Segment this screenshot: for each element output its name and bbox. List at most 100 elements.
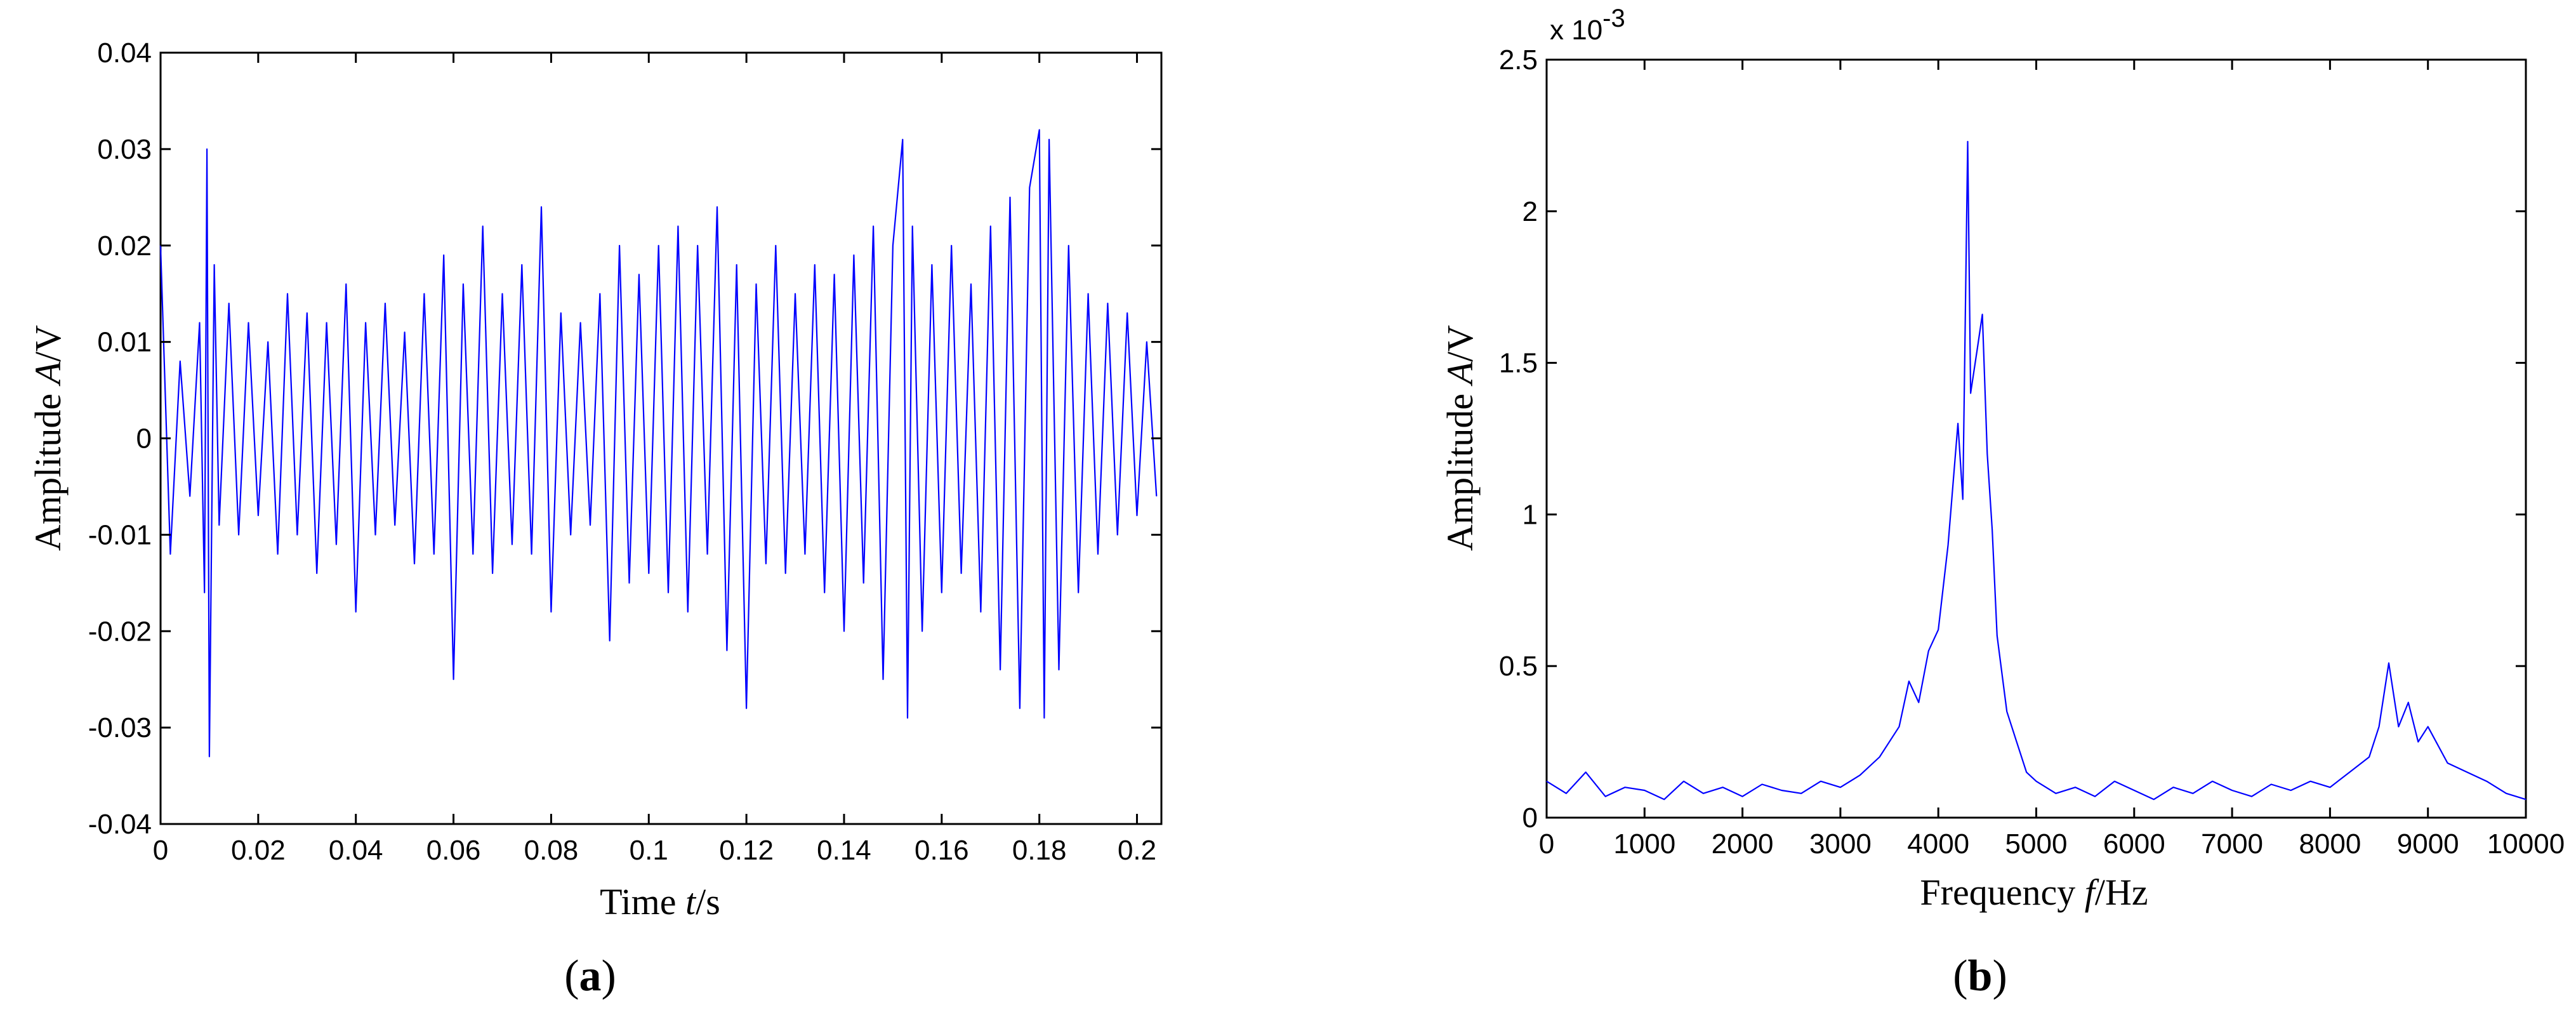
y-tick-label-b: 2 [1522, 196, 1538, 227]
data-point-a [580, 322, 581, 323]
data-point-b [1742, 796, 1743, 797]
y-tick-label-a: -0.04 [88, 809, 152, 840]
data-point-a [1068, 245, 1069, 246]
data-point-b [1967, 141, 1968, 142]
data-point-b [1663, 799, 1665, 800]
data-point-a [834, 274, 835, 275]
panel-label-b: (b) [1953, 952, 2007, 1000]
data-point-b [1800, 793, 1802, 794]
x-tick-label-b: 4000 [1907, 828, 1969, 860]
data-point-b [1962, 499, 1964, 500]
data-point-a [199, 322, 201, 323]
y-tick-label-a: 0.02 [97, 230, 152, 262]
data-point-b [1977, 347, 1978, 349]
data-point-b [1982, 314, 1983, 315]
data-point-b [2016, 741, 2018, 743]
data-point-b [2398, 726, 2399, 728]
y-tick-label-a: -0.02 [88, 616, 152, 647]
data-point-b [1585, 771, 1587, 773]
data-point-a [619, 245, 620, 246]
data-point-a [218, 524, 220, 526]
y-tick-label-b: 0 [1522, 802, 1538, 834]
y-tick-label-a: 0.03 [97, 134, 152, 165]
data-point-a [492, 573, 493, 574]
data-point-b [2427, 726, 2429, 728]
y-tick-label-a: -0.03 [88, 712, 152, 743]
data-point-b [1781, 790, 1782, 791]
data-point-b [1859, 774, 1861, 776]
data-point-a [1048, 139, 1050, 140]
data-point-a [414, 563, 415, 564]
data-point-a [560, 312, 562, 314]
data-point-b [2026, 771, 2027, 773]
data-point-a [501, 293, 503, 295]
data-point-a [907, 717, 908, 719]
data-point-b [1986, 453, 1988, 455]
xlabel-a: Time t/s [600, 881, 720, 922]
data-point-b [2153, 799, 2155, 800]
data-point-b [2231, 790, 2233, 791]
data-point-a [990, 225, 991, 227]
x-tick-label-a: 0.12 [719, 835, 774, 866]
panel-label-a: (a) [564, 952, 616, 1000]
data-point-a [287, 293, 288, 295]
data-point-a [248, 322, 249, 323]
x-tick-label-b: 3000 [1809, 828, 1872, 860]
x-tick-label-a: 0.16 [915, 835, 969, 866]
y-tick-label-b: 1 [1522, 499, 1538, 530]
data-point-b [1644, 790, 1645, 791]
y-tick-label-a: 0 [136, 423, 152, 455]
data-point-a [423, 293, 425, 295]
x-tick-label-b: 6000 [2103, 828, 2165, 860]
x-tick-label-b: 5000 [2005, 828, 2068, 860]
data-point-a [355, 611, 357, 613]
data-point-a [658, 245, 659, 246]
x-tick-label-a: 0 [153, 835, 168, 866]
x-tick-label-a: 0.08 [524, 835, 579, 866]
data-point-b [2290, 790, 2292, 791]
data-point-a [404, 331, 406, 333]
data-point-a [785, 573, 786, 574]
data-point-a [1126, 312, 1128, 314]
data-point-b [2447, 762, 2448, 764]
data-point-b [1938, 629, 1939, 630]
data-point-b [1908, 681, 1910, 682]
y-tick-label-b: 1.5 [1499, 348, 1538, 379]
x-tick-label-b: 10000 [2487, 828, 2565, 860]
data-point-a [550, 611, 552, 613]
data-point-a [921, 630, 923, 632]
data-point-b [2094, 796, 2096, 797]
data-point-a [892, 245, 894, 246]
y-tick-label-a: 0.01 [97, 327, 152, 358]
data-point-a [668, 592, 669, 593]
data-point-b [1605, 796, 1606, 797]
ylabel-b: Amplitude A/V [1439, 325, 1481, 551]
ticks-a: 0 0.02 0.04 0.06 0.08 0.1 0.12 0.14 0.16 0.18 0.2 -… [88, 37, 1161, 866]
x-tick-label-b: 2000 [1712, 828, 1774, 860]
data-point-a [843, 630, 845, 632]
x-tick-label-a: 0.18 [1012, 835, 1067, 866]
data-point-b [1722, 787, 1724, 788]
ticks-b: 0 1000 2000 3000 4000 5000 6000 7000 8000 9000 100… [1499, 44, 2565, 860]
series-a-line [159, 129, 1158, 757]
series-b-line [1546, 140, 2526, 801]
data-point-a [482, 225, 484, 227]
x-tick-label-b: 8000 [2299, 828, 2361, 860]
data-point-a [453, 679, 454, 680]
data-point-b [1991, 529, 1993, 530]
x-tick-label-a: 0.1 [630, 835, 668, 866]
data-point-b [2349, 771, 2350, 773]
data-point-a [873, 225, 874, 227]
x-tick-label-a: 0.14 [817, 835, 871, 866]
data-point-a [1078, 592, 1079, 593]
data-point-a [541, 206, 542, 208]
x-tick-label-b: 7000 [2201, 828, 2263, 860]
plot-area-a [159, 51, 1163, 825]
data-point-a [824, 592, 825, 593]
x-tick-label-a: 0.2 [1118, 835, 1156, 866]
data-point-b [2251, 796, 2252, 797]
ylabel-a: Amplitude A/V [27, 325, 69, 551]
y-tick-label-a: -0.01 [88, 519, 152, 550]
y-tick-label-a: 0.04 [97, 37, 152, 69]
